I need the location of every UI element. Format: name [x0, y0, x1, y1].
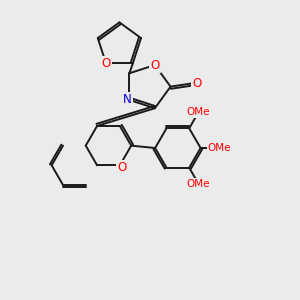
- Text: O: O: [150, 58, 160, 71]
- Text: O: O: [101, 57, 111, 70]
- Text: OMe: OMe: [187, 178, 210, 189]
- Text: OMe: OMe: [207, 143, 231, 153]
- Text: O: O: [192, 77, 202, 90]
- Text: N: N: [123, 94, 132, 106]
- Text: OMe: OMe: [187, 107, 210, 117]
- Text: O: O: [117, 161, 126, 174]
